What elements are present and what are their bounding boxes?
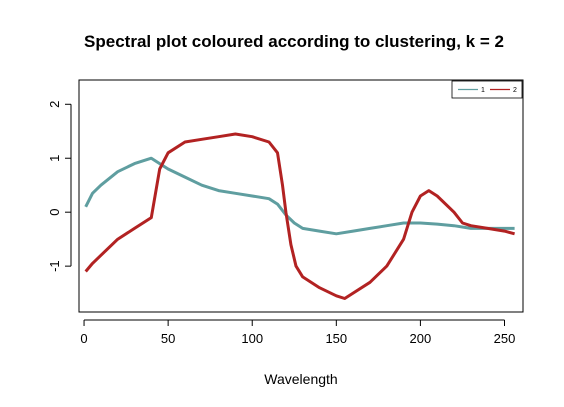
- legend-label: 1: [481, 87, 485, 94]
- plot-frame: [78, 79, 524, 313]
- y-tick-label: 1: [47, 155, 62, 162]
- y-tick-label: 2: [47, 101, 62, 108]
- y-tick-label: -1: [47, 260, 62, 272]
- y-tick-label: 0: [47, 209, 62, 216]
- series-layer: [84, 132, 515, 300]
- x-tick-label: 150: [325, 331, 347, 346]
- x-tick-label: 250: [494, 331, 516, 346]
- x-tick-label: 200: [410, 331, 432, 346]
- x-tick-label: 100: [241, 331, 263, 346]
- legend-box: [451, 80, 523, 99]
- chart-title: Spectral plot coloured according to clus…: [84, 32, 504, 51]
- series-line-1: [84, 156, 515, 236]
- series-line-2: [84, 132, 515, 300]
- x-axis-label: Wavelength: [264, 371, 337, 387]
- x-axis: 0 50 100 150 200 250: [80, 319, 516, 346]
- legend-label: 2: [513, 87, 517, 94]
- y-axis: -1 0 1 2: [47, 101, 72, 272]
- x-tick-label: 0: [80, 331, 87, 346]
- x-tick-label: 50: [161, 331, 175, 346]
